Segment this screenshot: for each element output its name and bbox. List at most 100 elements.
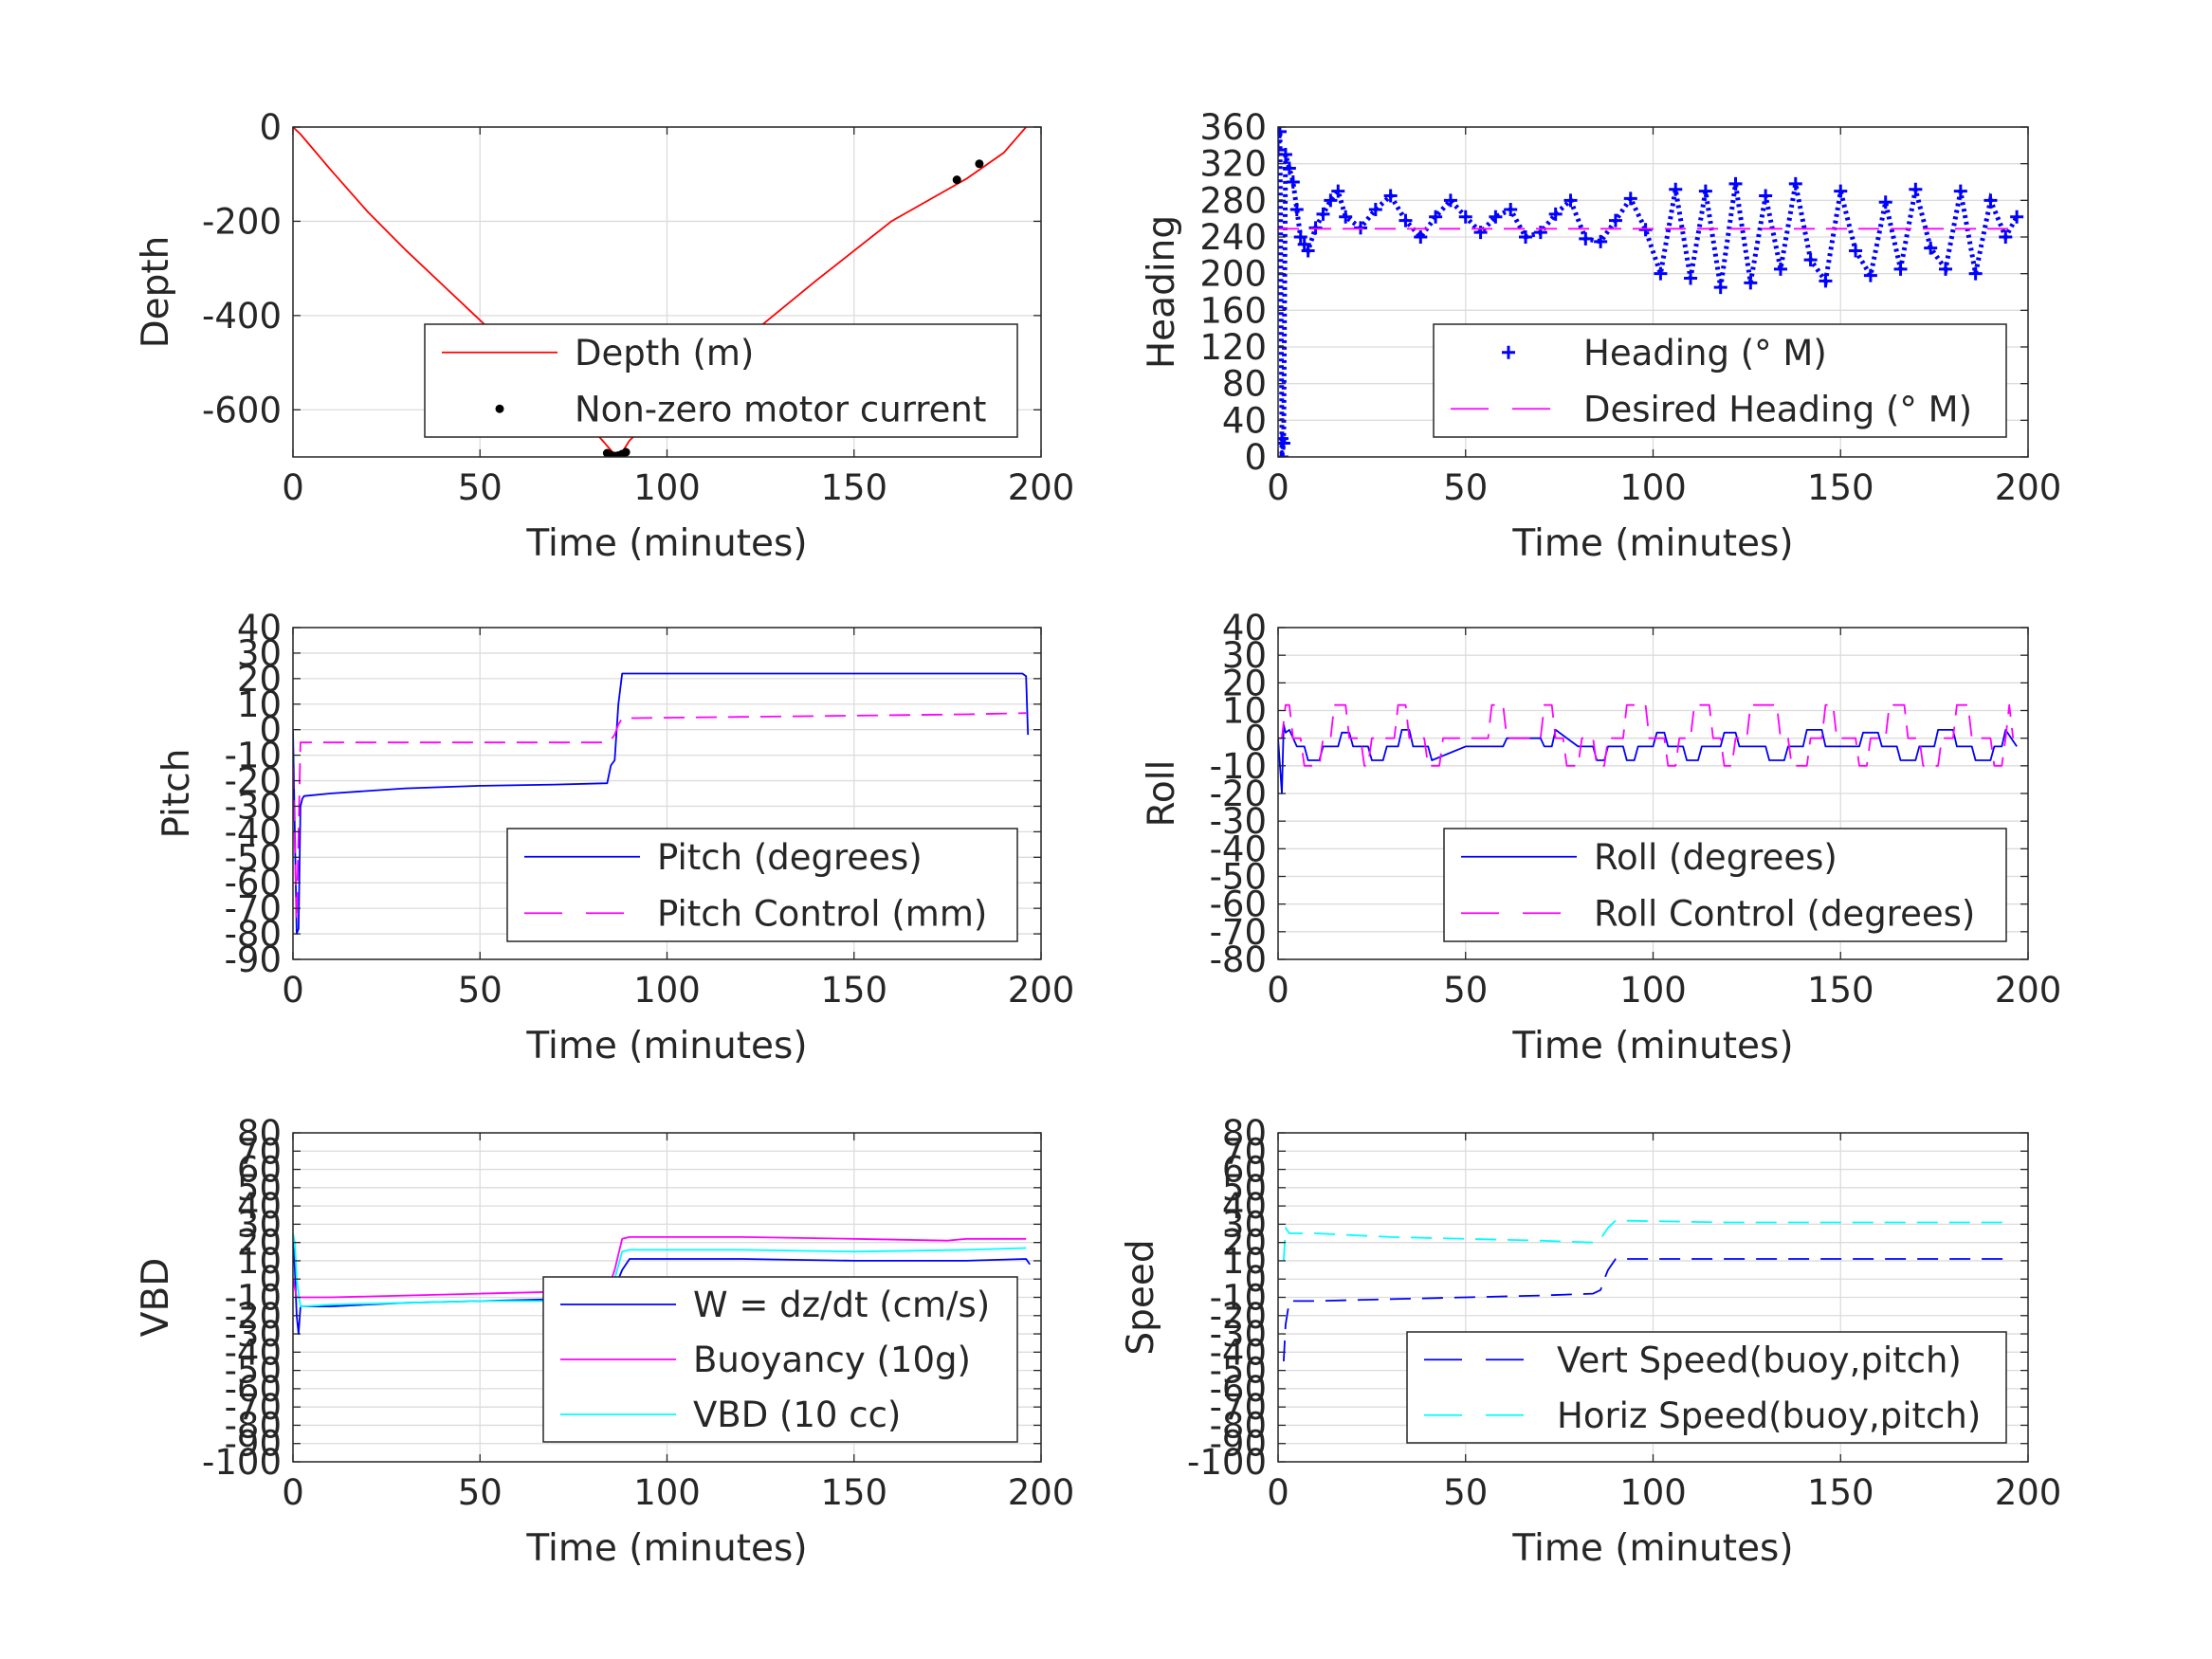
y-tick-label: 30 [237, 633, 282, 674]
y-tick-label: 10 [237, 1241, 282, 1282]
y-tick-label: 80 [1222, 1113, 1267, 1154]
y-tick-label: -30 [225, 786, 282, 827]
legend-label: Roll (degrees) [1594, 837, 1837, 878]
y-tick-label: -80 [225, 1405, 282, 1446]
series-0-point [1414, 230, 1428, 244]
y-tick-label: 10 [1222, 1241, 1267, 1282]
y-tick-label: 360 [1199, 107, 1267, 148]
y-tick-label: -20 [1210, 1296, 1267, 1337]
y-tick-label: -30 [1210, 801, 1267, 842]
y-tick-label: -90 [1210, 1424, 1267, 1465]
legend-label: Pitch Control (mm) [657, 893, 987, 934]
legend-box [506, 828, 1018, 942]
x-tick-label: 150 [820, 467, 887, 508]
y-tick-label: -70 [1210, 912, 1267, 953]
y-tick-label: -20 [225, 1296, 282, 1337]
legend-box [1406, 1331, 2007, 1444]
x-tick-label: 100 [633, 970, 701, 1011]
y-tick-label: 30 [237, 1204, 282, 1245]
y-tick-label: 50 [237, 1168, 282, 1209]
x-tick-label: 200 [1008, 1472, 1075, 1513]
x-axis-label: Time (minutes) [1511, 522, 1793, 565]
y-tick-label: 200 [1199, 254, 1267, 295]
y-tick-label: -70 [225, 1387, 282, 1428]
x-tick-label: 200 [1995, 467, 2062, 508]
y-axis-label: VBD [135, 1258, 177, 1337]
x-tick-label: 150 [1807, 970, 1874, 1011]
chart-pitch: 0 50 100 150 200403020100-10-20-30-40-50-60-… [155, 608, 1074, 1067]
y-tick-label: 240 [1199, 217, 1267, 258]
y-tick-label: 60 [1222, 1150, 1267, 1191]
chart-heading: 0 50 100 150 20004080120160200240280320360Ti… [1141, 107, 2061, 565]
y-tick-label: 0 [1244, 719, 1267, 759]
y-tick-label: -30 [1210, 1314, 1267, 1355]
legend-label: Horiz Speed(buoy,pitch) [1557, 1395, 1981, 1436]
series-1-line [1283, 1219, 2010, 1261]
x-tick-label: 100 [633, 1472, 701, 1513]
x-tick-label: 50 [458, 1472, 503, 1513]
legend: Depth (m) Non-zero motor current [424, 323, 1018, 438]
y-tick-label: -40 [225, 811, 282, 852]
y-tick-label: -40 [1210, 829, 1267, 869]
legend-label: VBD (10 cc) [693, 1395, 901, 1435]
x-tick-label: 200 [1995, 1472, 2062, 1513]
legend-label: Vert Speed(buoy,pitch) [1557, 1340, 1962, 1380]
x-tick-label: 100 [1619, 970, 1687, 1011]
legend-label: Buoyancy (10g) [693, 1340, 971, 1380]
series-0-line [293, 672, 1030, 935]
y-tick-label: -40 [1210, 1332, 1267, 1373]
x-tick-label: 150 [820, 970, 887, 1011]
chart-roll: 0 50 100 150 200403020100-10-20-30-40-50-60-… [1141, 608, 2061, 1067]
y-tick-label: 30 [1222, 1204, 1267, 1245]
y-tick-label: -50 [1210, 1351, 1267, 1392]
legend: Roll (degrees) Roll Control (degrees) [1443, 828, 2007, 942]
y-tick-label: -10 [1210, 1278, 1267, 1319]
x-tick-label: 50 [458, 467, 503, 508]
x-tick-label: 50 [1443, 970, 1488, 1011]
y-tick-label: 10 [237, 684, 282, 725]
series-0-point [1339, 210, 1353, 224]
series-0-point [1443, 193, 1457, 208]
legend-box [424, 323, 1018, 438]
x-tick-label: 200 [1995, 970, 2062, 1011]
x-axis-label: Time (minutes) [1511, 1025, 1793, 1067]
series-0-point [1278, 143, 1285, 157]
legend-label: W = dz/dt (cm/s) [693, 1285, 990, 1325]
legend: Vert Speed(buoy,pitch) Horiz Speed(buoy,p… [1406, 1331, 2007, 1444]
series-0-point [1368, 203, 1382, 216]
legend-label: Non-zero motor current [575, 389, 986, 429]
series-0-line [293, 127, 1027, 456]
series-group [293, 127, 1027, 457]
legend-label: Desired Heading (° M) [1583, 389, 1972, 429]
y-tick-label: -100 [1187, 1442, 1267, 1483]
x-tick-label: 100 [1619, 1472, 1687, 1513]
x-axis-label: Time (minutes) [525, 1527, 807, 1570]
x-tick-label: 50 [1443, 1472, 1488, 1513]
x-tick-label: 0 [282, 1472, 304, 1513]
chart-speed: 0 50 100 150 20080706050403020100-10-20-30-4… [1120, 1113, 2061, 1570]
y-axis-label: Pitch [155, 749, 198, 839]
y-tick-label: -60 [1210, 884, 1267, 925]
y-axis-label: Heading [1141, 215, 1183, 369]
x-tick-label: 0 [1267, 467, 1289, 508]
legend-sample [495, 404, 504, 413]
x-tick-label: 100 [1619, 467, 1687, 508]
y-tick-label: 40 [1222, 608, 1267, 648]
y-tick-label: -20 [225, 761, 282, 802]
y-tick-label: 40 [1222, 1186, 1267, 1227]
y-tick-label: 160 [1199, 290, 1267, 331]
series-1-point [975, 159, 984, 169]
series-group [293, 672, 1030, 935]
y-tick-label: 70 [1222, 1131, 1267, 1172]
y-tick-label: -50 [225, 1351, 282, 1392]
series-group [1278, 127, 2024, 457]
y-axis-label: Speed [1120, 1239, 1162, 1355]
y-tick-label: 50 [1222, 1168, 1267, 1209]
y-tick-label: 40 [237, 1186, 282, 1227]
y-tick-label: -30 [225, 1314, 282, 1355]
y-tick-label: 60 [237, 1150, 282, 1191]
series-0-point [1924, 241, 1938, 255]
legend-label: Heading (° M) [1583, 333, 1827, 374]
y-tick-label: -200 [202, 201, 282, 242]
y-tick-label: -80 [1210, 1405, 1267, 1446]
